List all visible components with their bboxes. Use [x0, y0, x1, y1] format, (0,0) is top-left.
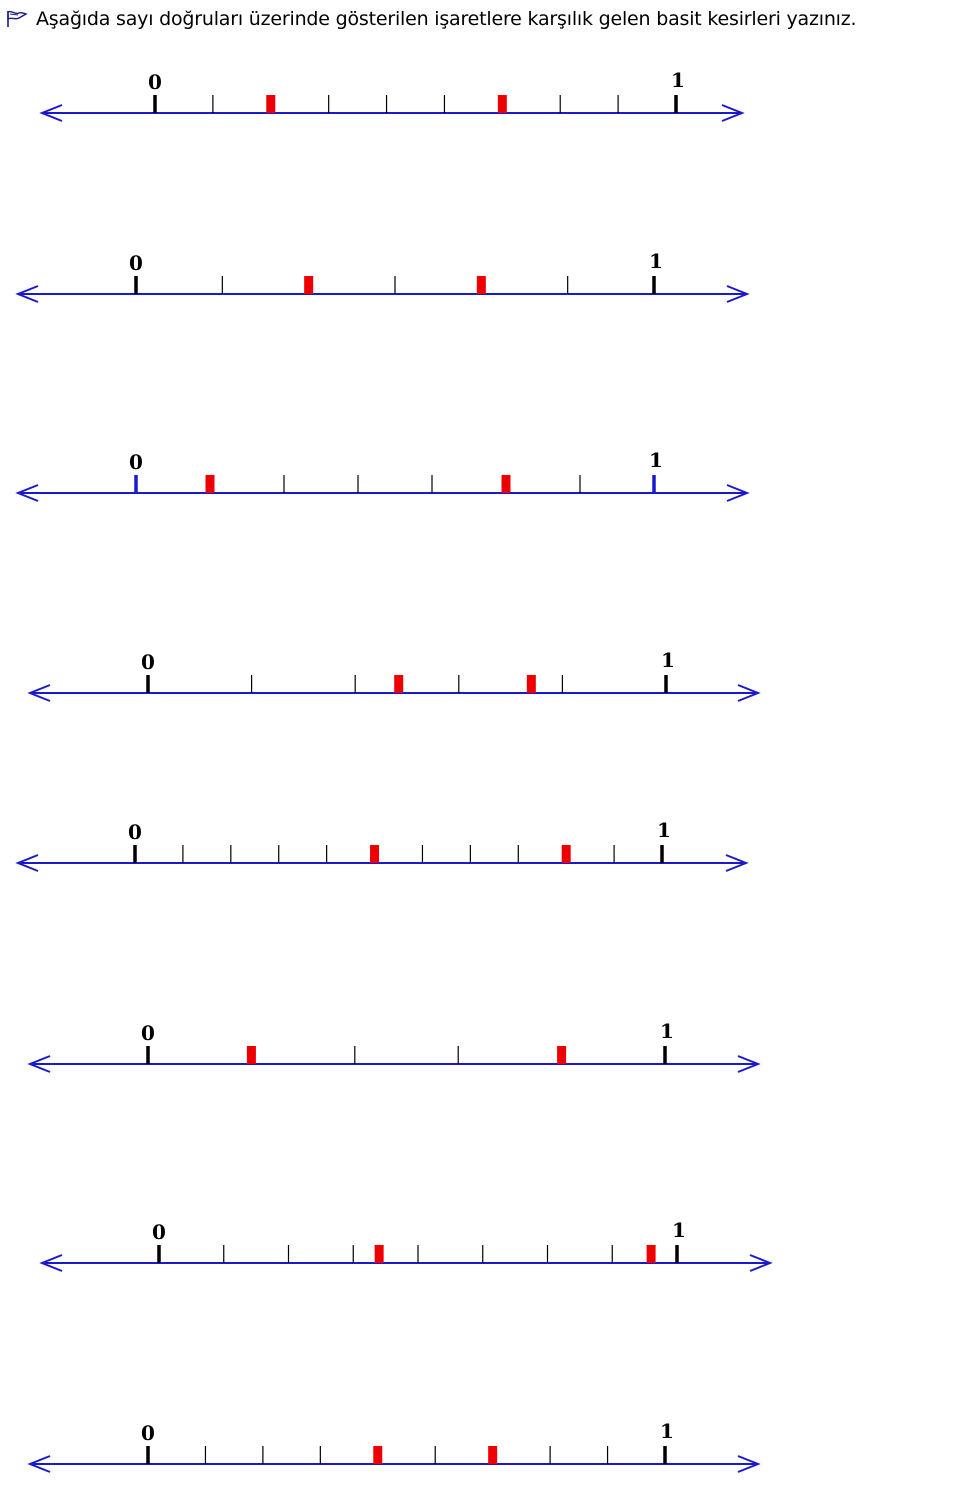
marked-point — [373, 1446, 383, 1464]
arrow-right-icon — [737, 1055, 761, 1073]
one-label: 1 — [660, 1019, 674, 1043]
marked-point — [561, 845, 571, 863]
marked-point — [266, 95, 276, 113]
arrow-right-icon — [749, 1254, 773, 1272]
marked-point — [246, 1046, 256, 1064]
marked-point — [488, 1446, 498, 1464]
marked-point — [557, 1046, 567, 1064]
marked-point — [526, 675, 536, 693]
one-label: 1 — [661, 648, 675, 672]
one-label: 1 — [649, 448, 663, 472]
arrow-left-icon — [15, 484, 39, 502]
marked-point — [370, 845, 380, 863]
instruction-header: Aşağıda sayı doğruları üzerinde gösteril… — [6, 6, 857, 32]
marked-point — [304, 276, 314, 294]
arrow-right-icon — [725, 854, 749, 872]
zero-label: 0 — [128, 820, 142, 844]
arrow-left-icon — [39, 104, 63, 122]
marked-point — [374, 1245, 384, 1263]
instruction-text: Aşağıda sayı doğruları üzerinde gösteril… — [36, 8, 857, 30]
one-label: 1 — [671, 68, 685, 92]
arrow-left-icon — [27, 1055, 51, 1073]
arrow-left-icon — [39, 1254, 63, 1272]
marked-point — [205, 475, 215, 493]
arrow-right-icon — [726, 285, 750, 303]
zero-label: 0 — [141, 1021, 155, 1045]
marked-point — [476, 276, 486, 294]
one-label: 1 — [657, 818, 671, 842]
arrow-right-icon — [737, 684, 761, 702]
one-label: 1 — [672, 1218, 686, 1242]
arrow-left-icon — [27, 1455, 51, 1473]
zero-label: 0 — [148, 70, 162, 94]
marked-point — [501, 475, 511, 493]
arrow-right-icon — [721, 104, 745, 122]
one-label: 1 — [660, 1419, 674, 1443]
arrow-right-icon — [737, 1455, 761, 1473]
flag-icon — [6, 10, 28, 28]
zero-label: 0 — [129, 251, 143, 275]
zero-label: 0 — [152, 1220, 166, 1244]
zero-label: 0 — [129, 450, 143, 474]
marked-point — [394, 675, 404, 693]
arrow-left-icon — [15, 854, 39, 872]
arrow-right-icon — [726, 484, 750, 502]
arrow-left-icon — [27, 684, 51, 702]
zero-label: 0 — [141, 650, 155, 674]
marked-point — [497, 95, 507, 113]
one-label: 1 — [649, 249, 663, 273]
zero-label: 0 — [141, 1421, 155, 1445]
marked-point — [646, 1245, 656, 1263]
arrow-left-icon — [15, 285, 39, 303]
